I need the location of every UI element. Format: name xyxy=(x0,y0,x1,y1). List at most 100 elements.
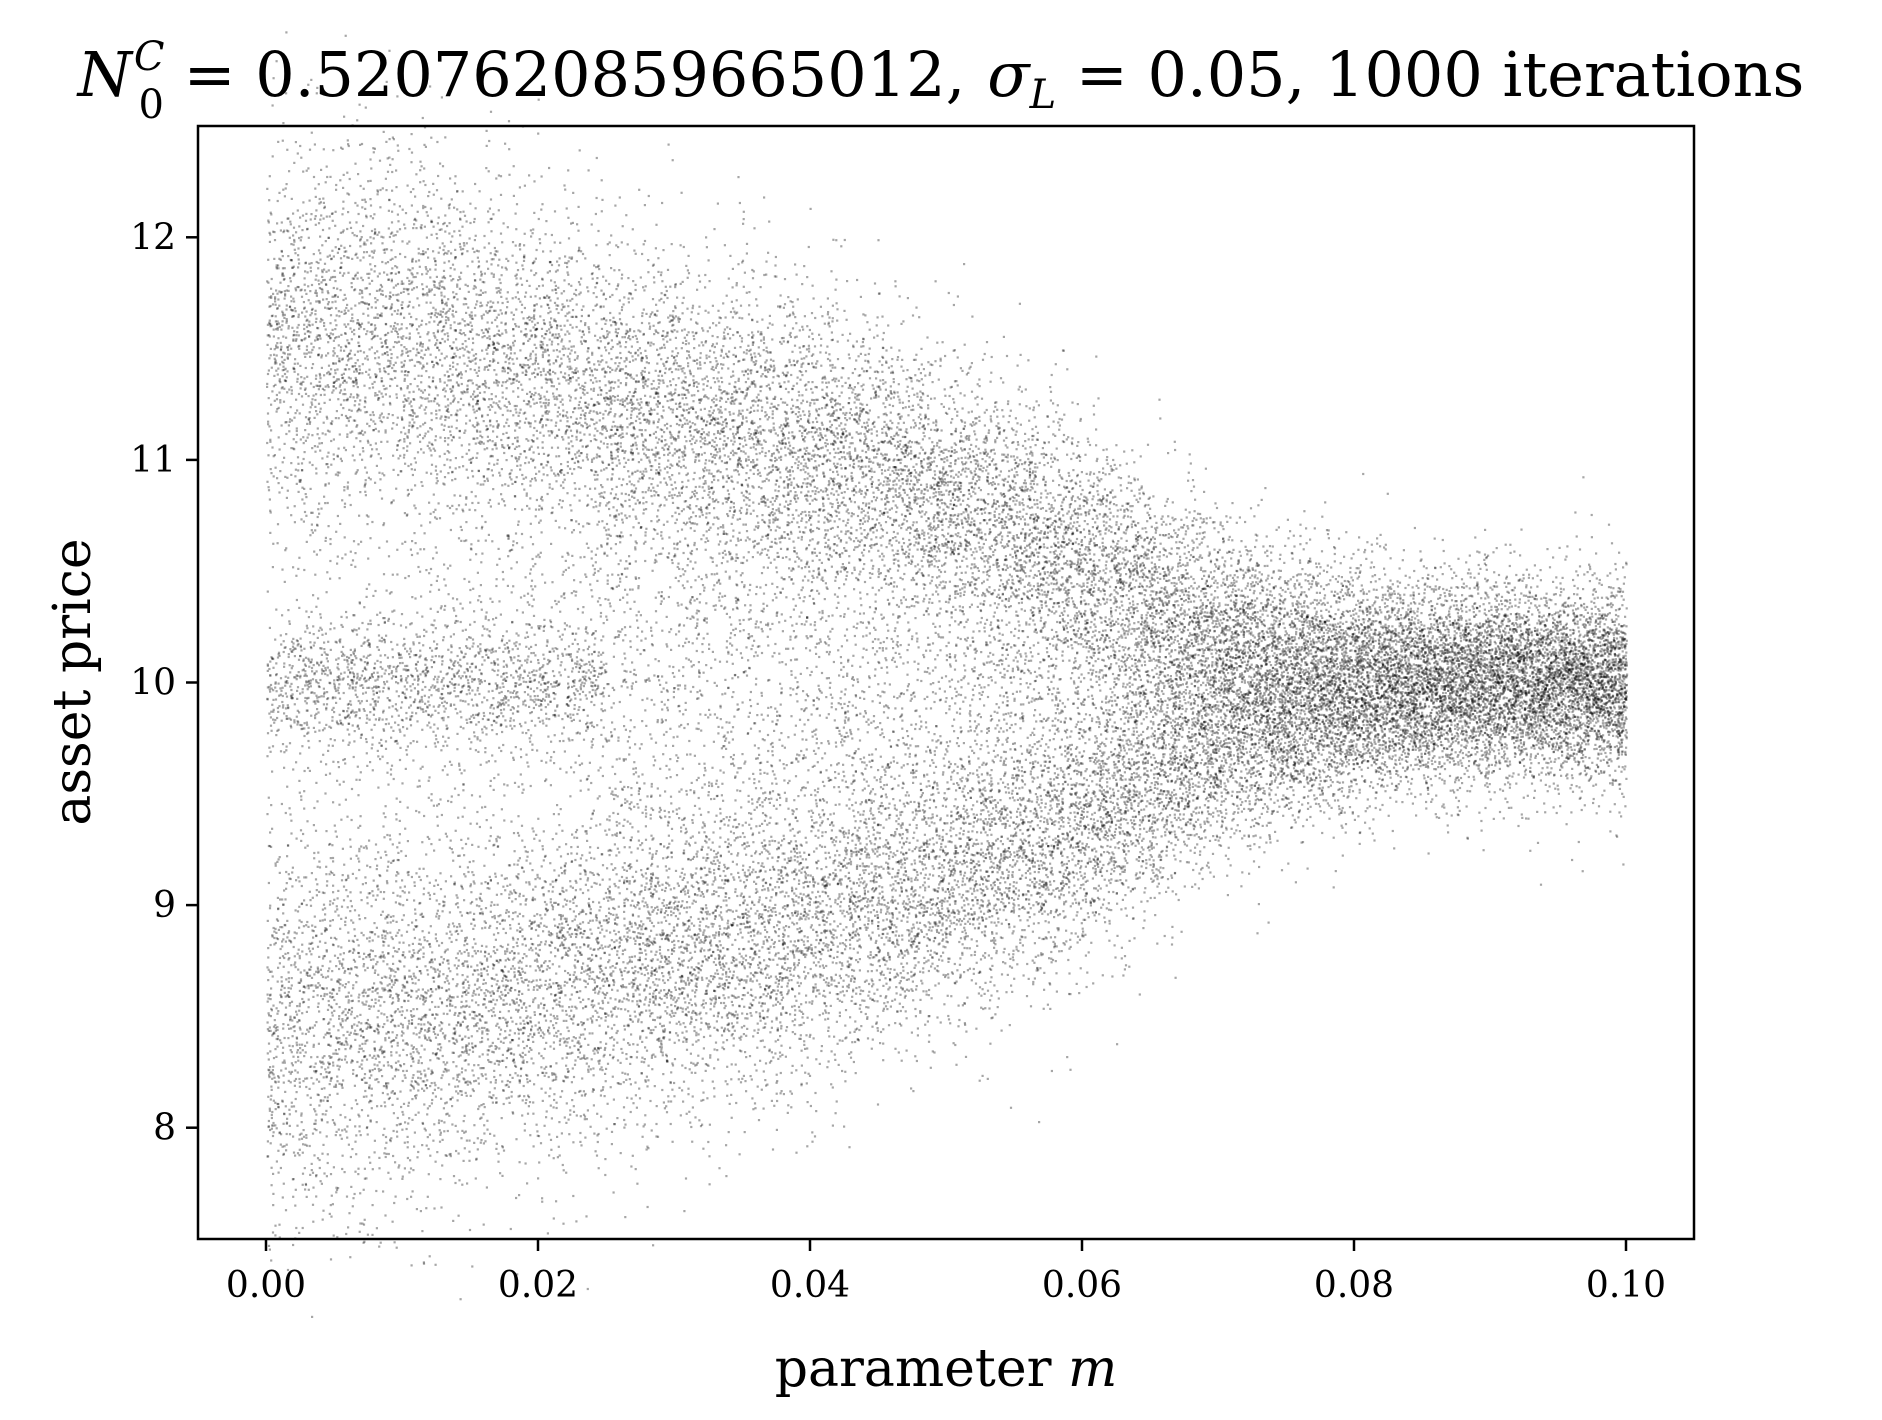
scatter-point xyxy=(345,399,347,401)
scatter-point xyxy=(268,882,270,884)
scatter-point xyxy=(350,1186,352,1188)
scatter-point xyxy=(337,515,339,517)
scatter-point xyxy=(364,876,366,878)
scatter-point xyxy=(278,305,280,307)
scatter-point xyxy=(399,886,401,888)
scatter-point xyxy=(314,143,316,145)
scatter-point xyxy=(312,1221,314,1223)
scatter-point xyxy=(385,723,387,725)
scatter-point xyxy=(313,973,315,975)
scatter-point xyxy=(354,566,356,568)
scatter-point xyxy=(313,1066,315,1068)
scatter-point xyxy=(287,952,289,954)
scatter-point xyxy=(335,690,337,692)
scatter-point xyxy=(352,1060,354,1062)
scatter-point xyxy=(358,869,360,871)
scatter-point xyxy=(311,1169,313,1171)
scatter-point xyxy=(393,666,395,668)
scatter-point xyxy=(337,761,339,763)
scatter-point xyxy=(299,1005,301,1007)
scatter-point xyxy=(378,1068,380,1070)
scatter-point xyxy=(390,249,392,251)
scatter-point xyxy=(319,679,321,681)
scatter-point xyxy=(381,377,383,379)
scatter-point xyxy=(385,393,387,395)
scatter-point xyxy=(359,409,361,411)
scatter-point xyxy=(350,564,352,566)
scatter-point xyxy=(306,326,308,328)
scatter-point xyxy=(402,954,404,956)
scatter-point xyxy=(330,1216,332,1218)
scatter-point xyxy=(381,745,383,747)
scatter-point xyxy=(370,419,372,421)
scatter-point xyxy=(353,756,355,758)
scatter-point xyxy=(385,341,387,343)
scatter-point xyxy=(279,448,281,450)
scatter-point xyxy=(302,688,304,690)
scatter-point xyxy=(353,396,355,398)
scatter-point xyxy=(347,481,349,483)
scatter-point xyxy=(403,965,405,967)
scatter-point xyxy=(277,141,279,143)
scatter-point xyxy=(269,845,271,847)
scatter-point xyxy=(346,1196,348,1198)
scatter-point xyxy=(357,272,359,274)
scatter-point xyxy=(307,732,309,734)
scatter-point xyxy=(365,107,367,109)
scatter-point xyxy=(377,701,379,703)
scatter-point xyxy=(294,955,296,957)
scatter-point xyxy=(388,227,390,229)
scatter-point xyxy=(345,1131,347,1133)
scatter-point xyxy=(367,995,369,997)
scatter-point xyxy=(363,953,365,955)
scatter-point xyxy=(404,541,406,543)
scatter-point xyxy=(363,963,365,965)
scatter-point xyxy=(309,682,311,684)
scatter-point xyxy=(286,149,288,151)
scatter-point xyxy=(305,1134,307,1136)
scatter-point xyxy=(355,974,357,976)
scatter-point xyxy=(318,388,320,390)
scatter-point xyxy=(325,866,327,868)
scatter-point xyxy=(360,815,362,817)
scatter-point xyxy=(347,310,349,312)
scatter-point xyxy=(326,1135,328,1137)
scatter-point xyxy=(354,935,356,937)
scatter-point xyxy=(279,856,281,858)
scatter-point xyxy=(336,780,338,782)
scatter-point xyxy=(317,682,319,684)
scatter-point xyxy=(366,423,368,425)
scatter-point xyxy=(327,502,329,504)
scatter-point xyxy=(294,363,296,365)
scatter-point xyxy=(319,377,321,379)
scatter-point xyxy=(408,944,410,946)
scatter-point xyxy=(349,910,351,912)
scatter-point xyxy=(359,259,361,261)
scatter-point xyxy=(294,505,296,507)
scatter-point xyxy=(384,683,386,685)
scatter-point xyxy=(376,1064,378,1066)
scatter-point xyxy=(339,386,341,388)
scatter-point xyxy=(376,692,378,694)
scatter-point xyxy=(404,1142,406,1144)
scatter-point xyxy=(398,457,400,459)
scatter-point xyxy=(315,275,317,277)
scatter-point xyxy=(281,424,283,426)
scatter-point xyxy=(368,277,370,279)
scatter-point xyxy=(296,723,298,725)
scatter-point xyxy=(335,1049,337,1051)
scatter-point xyxy=(350,900,352,902)
scatter-point xyxy=(343,692,345,694)
scatter-point xyxy=(339,720,341,722)
scatter-point xyxy=(384,937,386,939)
scatter-point xyxy=(279,326,281,328)
scatter-point xyxy=(395,993,397,995)
scatter-point xyxy=(301,296,303,298)
scatter-point xyxy=(350,846,352,848)
scatter-point xyxy=(374,394,376,396)
scatter-point xyxy=(270,472,272,474)
scatter-point xyxy=(300,646,302,648)
scatter-point xyxy=(356,471,358,473)
scatter-point xyxy=(370,1005,372,1007)
scatter-point xyxy=(377,399,379,401)
